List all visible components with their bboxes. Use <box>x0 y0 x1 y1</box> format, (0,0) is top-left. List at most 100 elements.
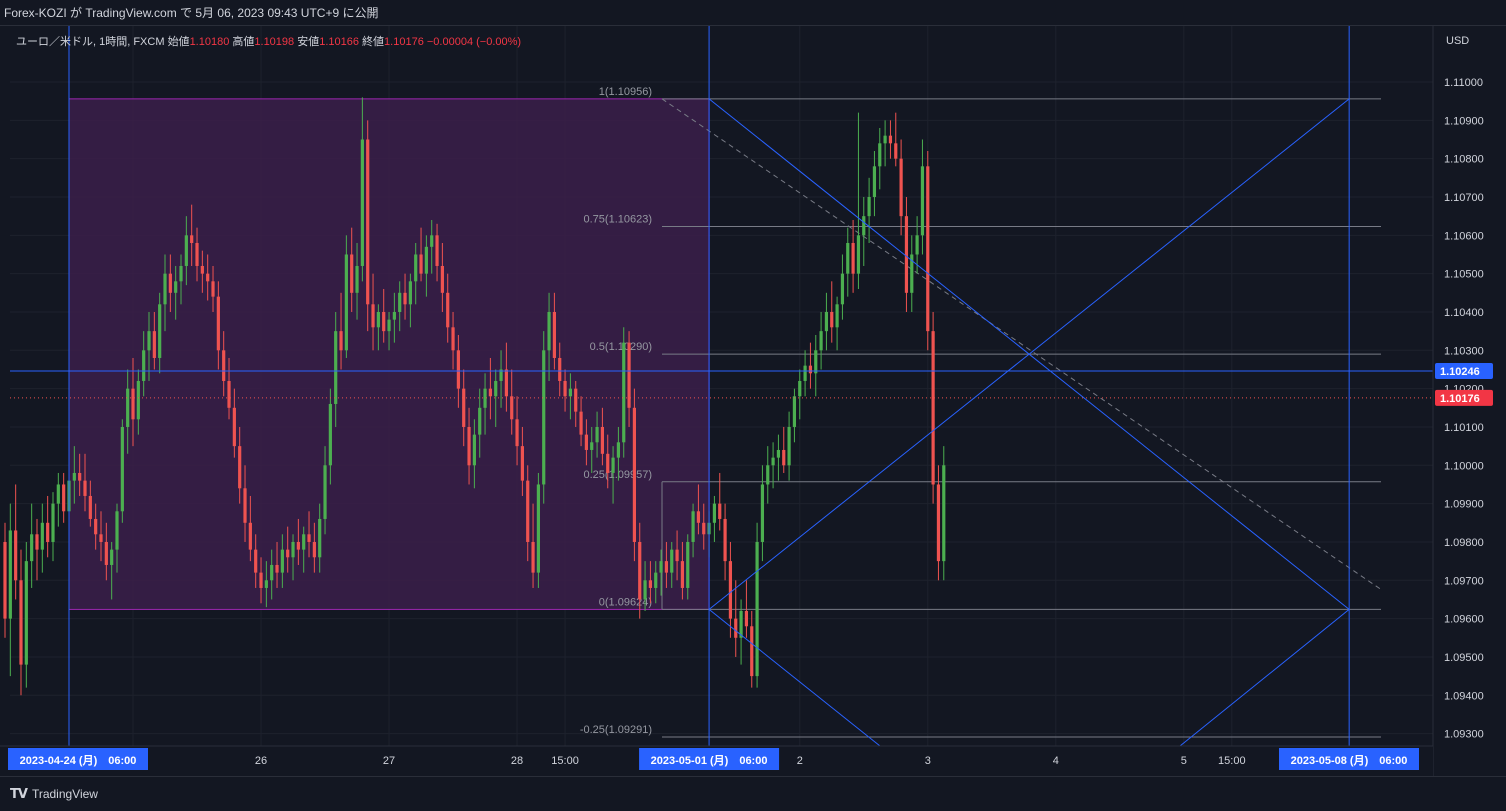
tradingview-logo[interactable]: 𝗧𝗩 TradingView <box>10 786 98 802</box>
candle-body <box>483 388 487 408</box>
candle-body <box>627 342 631 408</box>
fib-level-label: 1(1.10956) <box>599 86 652 98</box>
price-tick-label: 1.10400 <box>1444 307 1484 319</box>
candle-body <box>622 342 626 443</box>
trend-line <box>708 609 881 747</box>
candle-body <box>920 166 925 236</box>
candle-body <box>152 331 156 358</box>
candle-body <box>894 143 898 159</box>
candle-body <box>110 549 114 565</box>
drawing-lines <box>10 26 1433 747</box>
time-highlight-bg <box>1279 748 1419 770</box>
candle-body <box>771 457 775 466</box>
range-box <box>68 98 710 610</box>
price-tag-label: 1.10246 <box>1440 366 1480 378</box>
currency-label: USD <box>1446 35 1469 47</box>
candle-body <box>632 407 637 542</box>
candle-body <box>739 610 743 638</box>
candle-body <box>414 254 418 282</box>
candle-body <box>3 541 7 619</box>
time-tick-label: 4 <box>1053 755 1059 767</box>
candle-body <box>686 541 690 588</box>
candle-body <box>83 480 87 496</box>
time-tick-label: 28 <box>511 755 523 767</box>
candle-body <box>190 235 194 243</box>
candle-body <box>424 246 428 274</box>
price-chart[interactable]: 1(1.10956) 0.75(1.10623) 0.5(1.10290) 0.25(… <box>0 26 1506 776</box>
candle-body <box>814 350 818 374</box>
candle-body <box>600 426 604 454</box>
candle-body <box>766 465 770 485</box>
candle-body <box>328 403 332 466</box>
candle-body <box>184 235 188 266</box>
candle-body <box>318 518 322 558</box>
time-tick-label: 15:00 <box>551 755 579 767</box>
candle-body <box>270 564 274 581</box>
candle-body <box>579 411 583 435</box>
candle-body <box>94 518 98 535</box>
candle-body <box>371 304 375 328</box>
candle-body <box>259 572 263 588</box>
candle-body <box>888 135 893 144</box>
candle-body <box>798 380 802 397</box>
candle-body <box>664 561 669 573</box>
candle-body <box>702 522 706 535</box>
candle-body <box>248 522 252 550</box>
candle-body <box>195 242 199 266</box>
candle-body <box>35 534 39 550</box>
candle-body <box>504 369 508 397</box>
candle-body <box>446 292 450 328</box>
candle-body <box>392 311 396 320</box>
candle-body <box>440 265 444 293</box>
candle-body <box>88 495 92 519</box>
candles <box>3 97 946 696</box>
candle-body <box>216 296 220 351</box>
candle-body <box>611 457 615 473</box>
candle-body <box>590 442 594 450</box>
date-range-box <box>68 98 710 610</box>
candle-body <box>787 426 791 466</box>
candle-body <box>286 549 290 558</box>
legend-close-value: 1.10176 <box>384 36 427 48</box>
fib-level-label: 0.5(1.10290) <box>590 341 652 353</box>
candle-body <box>243 488 247 523</box>
candle-body <box>360 139 364 266</box>
time-tick-label: 15:00 <box>1218 755 1246 767</box>
candle-body <box>478 407 482 435</box>
legend-high-value: 1.10198 <box>254 36 297 48</box>
candle-body <box>312 541 316 558</box>
candle-body <box>734 618 738 638</box>
time-tick-label: 3 <box>925 755 931 767</box>
candle-body <box>462 388 466 427</box>
candle-body <box>302 534 306 550</box>
candle-body <box>835 304 839 328</box>
price-tag-bg <box>1435 389 1493 406</box>
candle-body <box>883 135 887 144</box>
candle-body <box>408 281 412 305</box>
candle-body <box>606 453 610 473</box>
candle-body <box>536 484 540 573</box>
candle-body <box>8 530 12 619</box>
candle-body <box>435 235 439 266</box>
candle-body <box>72 472 76 481</box>
candle-body <box>494 380 498 397</box>
candle-body <box>147 331 151 351</box>
candle-body <box>451 327 455 351</box>
candle-body <box>542 350 546 485</box>
price-axis: USD 1.09300 1.09400 1.09500 1.09600 1.09700 1.… <box>1432 26 1506 776</box>
legend-high-label: 高値 <box>232 34 254 48</box>
candle-body <box>126 388 130 427</box>
candle-body <box>339 331 343 351</box>
time-highlight-label: 2023-04-24 (月) 06:00 <box>20 754 137 767</box>
candle-body <box>163 273 167 305</box>
candle-body <box>563 380 567 397</box>
price-tick-label: 1.10100 <box>1444 422 1484 434</box>
candle-body <box>78 472 82 481</box>
candle-body <box>323 465 327 519</box>
candle-body <box>643 580 647 600</box>
candle-body <box>718 503 722 519</box>
candle-body <box>915 235 919 255</box>
time-highlight-bg <box>639 748 780 770</box>
fib-trend-line <box>661 98 1382 590</box>
